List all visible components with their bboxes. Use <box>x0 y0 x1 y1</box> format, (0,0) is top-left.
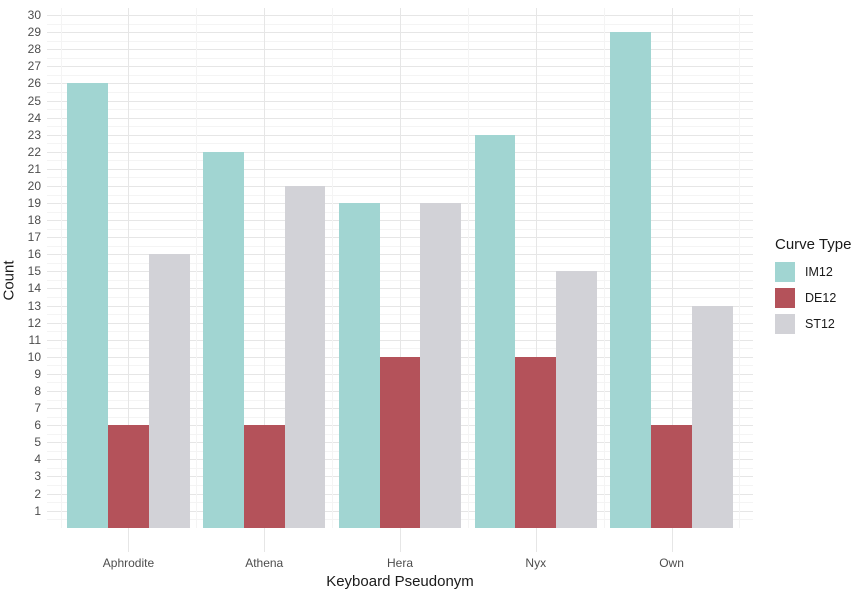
bar-own-de12 <box>651 425 692 528</box>
x-axis-title: Keyboard Pseudonym <box>326 573 474 590</box>
legend-label: ST12 <box>805 317 835 331</box>
y-tick-label: 17 <box>27 230 41 245</box>
gridline-v-major <box>535 8 537 552</box>
y-tick-label: 23 <box>27 127 41 142</box>
x-tick-label: Nyx <box>525 556 547 570</box>
y-tick-label: 13 <box>27 298 41 313</box>
y-tick-label: 9 <box>34 366 41 381</box>
x-tick-label: Aphrodite <box>102 556 155 570</box>
legend-swatch-de12 <box>775 288 795 308</box>
y-tick-label: 7 <box>34 401 41 416</box>
gridline-v-minor <box>467 8 469 528</box>
gridline-v-minor <box>739 8 741 528</box>
bar-aphrodite-de12 <box>108 425 149 528</box>
y-tick-label: 5 <box>34 435 41 450</box>
plot-panel <box>47 8 753 552</box>
y-tick-label: 28 <box>27 42 41 57</box>
y-tick-label: 10 <box>27 349 41 364</box>
x-tick-label: Athena <box>245 556 284 570</box>
bar-athena-de12 <box>243 425 285 528</box>
gridline-v-minor <box>603 8 605 528</box>
y-tick-label: 20 <box>27 178 41 193</box>
legend-item-list: IM12 DE12 ST12 <box>775 262 862 334</box>
x-tick-label: Own <box>659 556 684 570</box>
gridline-v-minor <box>60 8 62 528</box>
bar-aphrodite-st12 <box>148 254 190 528</box>
y-tick-label: 27 <box>27 59 41 74</box>
y-tick-label: 30 <box>27 8 41 23</box>
legend-item-st12: ST12 <box>775 314 862 334</box>
bar-hera-de12 <box>379 356 421 528</box>
legend-item-de12: DE12 <box>775 288 862 308</box>
gridline-v-major <box>264 8 266 552</box>
y-tick-label: 19 <box>27 196 41 211</box>
gridline-v-minor <box>196 8 198 528</box>
y-tick-label: 3 <box>34 469 41 484</box>
bar-aphrodite-im12 <box>67 83 109 528</box>
y-tick-label: 6 <box>34 418 41 433</box>
y-tick-label: 29 <box>27 25 41 40</box>
y-tick-label: 8 <box>34 384 41 398</box>
gridline-v-major <box>400 8 401 552</box>
y-tick-label: 25 <box>27 93 41 108</box>
gridline-v-minor <box>332 8 334 528</box>
bar-nyx-de12 <box>515 356 557 528</box>
legend-title: Curve Type <box>775 236 852 253</box>
bar-athena-st12 <box>284 185 326 528</box>
legend: Curve Type IM12 DE12 ST12 <box>775 236 862 340</box>
y-tick-label: 18 <box>27 213 41 228</box>
bar-hera-im12 <box>338 203 380 528</box>
gridline-v-major <box>128 8 130 552</box>
y-tick-label: 16 <box>27 247 41 262</box>
bar-nyx-st12 <box>556 271 597 528</box>
y-tick-label: 26 <box>27 76 41 91</box>
y-tick-label: 4 <box>34 452 41 467</box>
bar-own-im12 <box>610 32 652 528</box>
y-tick-label: 15 <box>27 264 41 279</box>
legend-swatch-im12 <box>775 262 795 282</box>
x-tick-label: Hera <box>386 556 413 570</box>
bar-own-st12 <box>691 305 733 528</box>
y-tick-label: 1 <box>34 503 41 518</box>
legend-swatch-st12 <box>775 314 795 334</box>
legend-label: DE12 <box>805 291 837 305</box>
bar-hera-st12 <box>420 203 462 528</box>
y-tick-label: 21 <box>27 161 41 176</box>
y-tick-label: 12 <box>27 315 41 330</box>
bar-athena-im12 <box>203 151 244 528</box>
y-tick-label: 22 <box>27 144 41 159</box>
legend-label: IM12 <box>805 265 833 279</box>
legend-item-im12: IM12 <box>775 262 862 282</box>
gridline-v-major <box>671 8 673 552</box>
y-tick-label: 14 <box>27 281 41 296</box>
y-tick-label: 11 <box>28 332 41 347</box>
y-tick-label: 2 <box>34 486 41 501</box>
y-tick-label: 24 <box>27 110 41 125</box>
bar-nyx-im12 <box>474 134 516 528</box>
